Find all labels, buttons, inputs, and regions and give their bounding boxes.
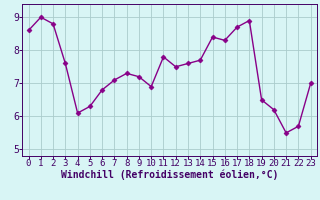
X-axis label: Windchill (Refroidissement éolien,°C): Windchill (Refroidissement éolien,°C): [61, 170, 278, 180]
